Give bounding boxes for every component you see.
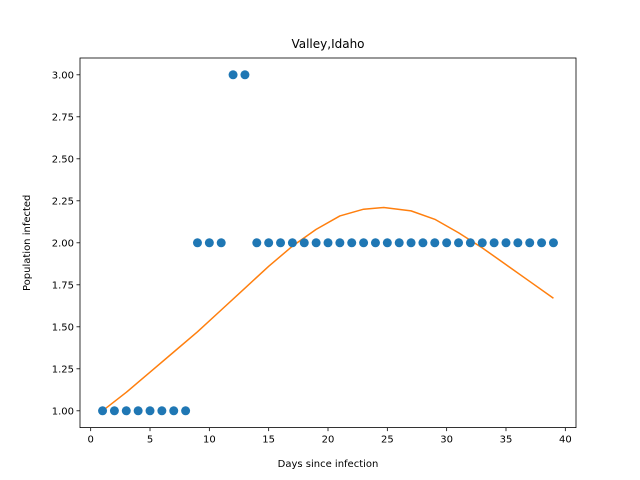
scatter-point bbox=[216, 238, 226, 248]
scatter-point bbox=[454, 238, 464, 248]
y-tick-label: 1.50 bbox=[52, 322, 74, 333]
scatter-point bbox=[477, 238, 487, 248]
scatter-point bbox=[406, 238, 416, 248]
scatter-point bbox=[311, 238, 321, 248]
fit-curve-line bbox=[102, 206, 554, 412]
scatter-point bbox=[489, 238, 499, 248]
scatter-point bbox=[335, 238, 345, 248]
x-tick-label: 0 bbox=[87, 435, 93, 446]
plot-marks bbox=[98, 70, 558, 416]
scatter-point bbox=[465, 238, 475, 248]
y-axis-label: Population infected bbox=[22, 195, 33, 291]
y-tick-label: 2.50 bbox=[52, 154, 74, 165]
scatter-point bbox=[513, 238, 523, 248]
scatter-point bbox=[537, 238, 547, 248]
y-tick-label: 3.00 bbox=[52, 70, 74, 81]
y-tick-label: 2.25 bbox=[52, 196, 74, 207]
x-tick-label: 40 bbox=[559, 435, 572, 446]
chart-title: Valley,Idaho bbox=[291, 37, 364, 51]
scatter-point bbox=[228, 70, 238, 80]
scatter-point bbox=[145, 406, 155, 416]
y-tick-label: 1.00 bbox=[52, 406, 74, 417]
scatter-point bbox=[169, 406, 179, 416]
scatter-point bbox=[109, 406, 119, 416]
scatter-point bbox=[525, 238, 535, 248]
x-tick-label: 20 bbox=[322, 435, 335, 446]
x-tick-label: 35 bbox=[500, 435, 513, 446]
x-tick-label: 15 bbox=[262, 435, 275, 446]
scatter-point bbox=[382, 238, 392, 248]
scatter-point bbox=[240, 70, 250, 80]
scatter-point bbox=[181, 406, 191, 416]
y-tick-label: 2.75 bbox=[52, 112, 74, 123]
y-tick-label: 2.00 bbox=[52, 238, 74, 249]
scatter-point bbox=[121, 406, 131, 416]
scatter-point bbox=[192, 238, 202, 248]
scatter-point bbox=[133, 406, 143, 416]
scatter-point bbox=[252, 238, 262, 248]
scatter-point bbox=[299, 238, 309, 248]
y-tick-label: 1.75 bbox=[52, 280, 74, 291]
scatter-point bbox=[323, 238, 333, 248]
y-axis: 1.00 1.25 1.50 1.75 2.00 2.25 2.50 2.75 3.00 bbox=[52, 70, 80, 417]
scatter-point bbox=[157, 406, 167, 416]
scatter-point bbox=[347, 238, 357, 248]
x-tick-label: 5 bbox=[147, 435, 153, 446]
y-tick-label: 1.25 bbox=[52, 364, 74, 375]
scatter-point bbox=[370, 238, 380, 248]
x-tick-label: 10 bbox=[203, 435, 216, 446]
x-tick-label: 30 bbox=[440, 435, 453, 446]
scatter-point bbox=[359, 238, 369, 248]
x-axis: 0 5 10 15 20 25 30 35 40 bbox=[87, 427, 572, 446]
scatter-point bbox=[418, 238, 428, 248]
scatter-point bbox=[442, 238, 452, 248]
scatter-point bbox=[264, 238, 274, 248]
scatter-point bbox=[430, 238, 440, 248]
x-axis-label: Days since infection bbox=[278, 459, 379, 470]
scatter-point bbox=[98, 406, 108, 416]
x-tick-label: 25 bbox=[381, 435, 394, 446]
scatter-point bbox=[204, 238, 214, 248]
scatter-point bbox=[548, 238, 558, 248]
scatter-point bbox=[287, 238, 297, 248]
scatter-point bbox=[394, 238, 404, 248]
scatter-point bbox=[501, 238, 511, 248]
scatter-point bbox=[276, 238, 286, 248]
